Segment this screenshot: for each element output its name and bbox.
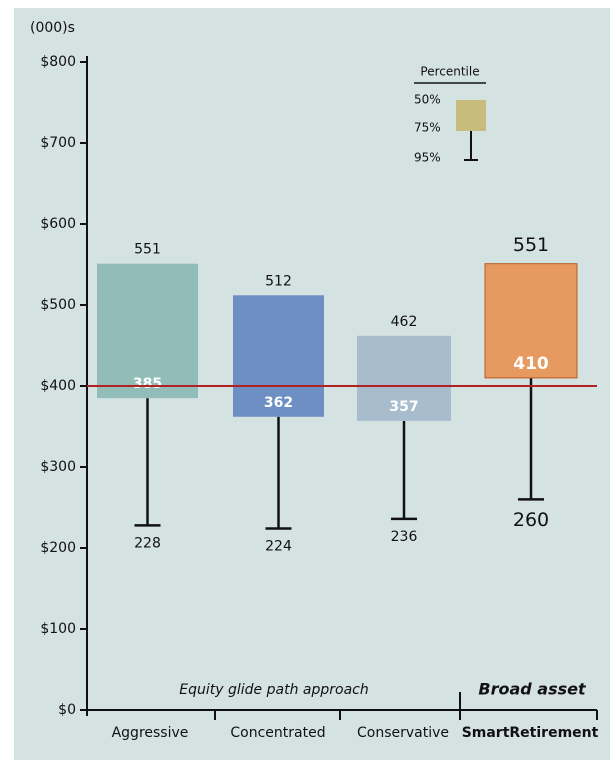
group-label: Broad asset xyxy=(478,680,587,699)
range-box xyxy=(484,263,578,379)
y-tick-label: $800 xyxy=(40,54,76,70)
y-tick-label: $200 xyxy=(40,540,76,556)
data-label: 512 xyxy=(265,273,292,289)
y-tick-label: $0 xyxy=(58,702,76,718)
x-tick-label: Concentrated xyxy=(230,725,325,741)
data-label: 236 xyxy=(391,529,418,545)
y-tick-label: $100 xyxy=(40,621,76,637)
range-box xyxy=(97,263,198,399)
data-label: 462 xyxy=(391,314,418,330)
legend-swatch xyxy=(456,100,486,131)
x-tick-label: Aggressive xyxy=(112,725,189,741)
x-tick-label: Conservative xyxy=(357,725,449,741)
legend-label: 95% xyxy=(414,151,441,165)
data-label: 357 xyxy=(389,399,418,415)
data-label: 362 xyxy=(264,395,293,411)
data-label: 551 xyxy=(134,242,161,258)
range-box xyxy=(233,295,324,417)
y-tick-label: $300 xyxy=(40,459,76,475)
data-label: 228 xyxy=(134,535,161,551)
data-label: 224 xyxy=(265,539,292,555)
legend-label: 75% xyxy=(414,121,441,135)
legend-label: 50% xyxy=(414,93,441,107)
data-label: 551 xyxy=(513,234,549,256)
data-label: 410 xyxy=(513,354,549,374)
y-tick-label: $500 xyxy=(40,297,76,313)
range-box xyxy=(357,335,451,421)
group-label: Equity glide path approach xyxy=(179,682,368,698)
y-tick-label: $700 xyxy=(40,135,76,151)
y-tick-label: $400 xyxy=(40,378,76,394)
x-tick-label: SmartRetirement xyxy=(462,725,599,741)
data-label: 385 xyxy=(133,376,162,392)
data-label: 260 xyxy=(513,509,549,531)
legend-title: Percentile xyxy=(420,65,479,79)
y-unit: (000)s xyxy=(30,20,75,36)
y-tick-label: $600 xyxy=(40,216,76,232)
